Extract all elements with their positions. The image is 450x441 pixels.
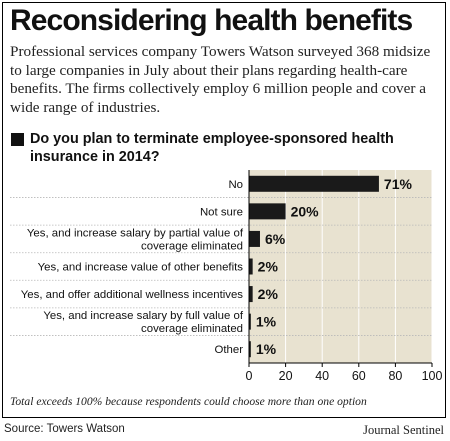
plot-background bbox=[249, 170, 432, 363]
category-label: Yes, and increase value of other benefit… bbox=[38, 262, 244, 274]
bar bbox=[249, 341, 251, 358]
x-tick-label: 100 bbox=[422, 369, 443, 383]
x-tick-label: 60 bbox=[352, 369, 366, 383]
x-tick-label: 80 bbox=[388, 369, 402, 383]
value-label: 1% bbox=[256, 341, 277, 357]
category-label: Yes, and offer additional wellness incen… bbox=[21, 289, 244, 301]
question-square-icon bbox=[11, 133, 24, 146]
bar bbox=[249, 313, 251, 330]
footnote: Total exceeds 100% because respondents c… bbox=[10, 395, 367, 408]
value-label: 6% bbox=[265, 231, 286, 247]
x-tick-label: 0 bbox=[246, 369, 253, 383]
category-label: coverage eliminated bbox=[141, 240, 243, 252]
publisher-credit: Journal Sentinel bbox=[363, 423, 444, 437]
category-label: Yes, and increase salary by partial valu… bbox=[27, 227, 244, 239]
category-label: No bbox=[228, 179, 243, 191]
chart-title: Reconsidering health benefits bbox=[10, 4, 413, 37]
source-credit: Source: Towers Watson bbox=[4, 423, 125, 435]
category-label: Other bbox=[215, 344, 244, 356]
value-label: 20% bbox=[291, 203, 320, 219]
value-label: 71% bbox=[384, 176, 413, 192]
x-tick-label: 20 bbox=[279, 369, 293, 383]
bar bbox=[249, 258, 253, 275]
bar bbox=[249, 286, 253, 303]
bar bbox=[249, 203, 286, 220]
category-label: Not sure bbox=[200, 206, 243, 218]
category-label: coverage eliminated bbox=[141, 323, 243, 335]
category-label: Yes, and increase salary by full value o… bbox=[43, 310, 243, 322]
bar bbox=[249, 230, 260, 247]
x-tick-label: 40 bbox=[315, 369, 329, 383]
survey-question: Do you plan to terminate employee-sponso… bbox=[30, 131, 394, 165]
value-label: 2% bbox=[258, 259, 279, 275]
intro-text: Professional services company Towers Wat… bbox=[10, 43, 431, 116]
value-label: 1% bbox=[256, 314, 277, 330]
chart-frame bbox=[2, 2, 446, 418]
value-label: 2% bbox=[258, 286, 279, 302]
bar bbox=[249, 175, 379, 192]
